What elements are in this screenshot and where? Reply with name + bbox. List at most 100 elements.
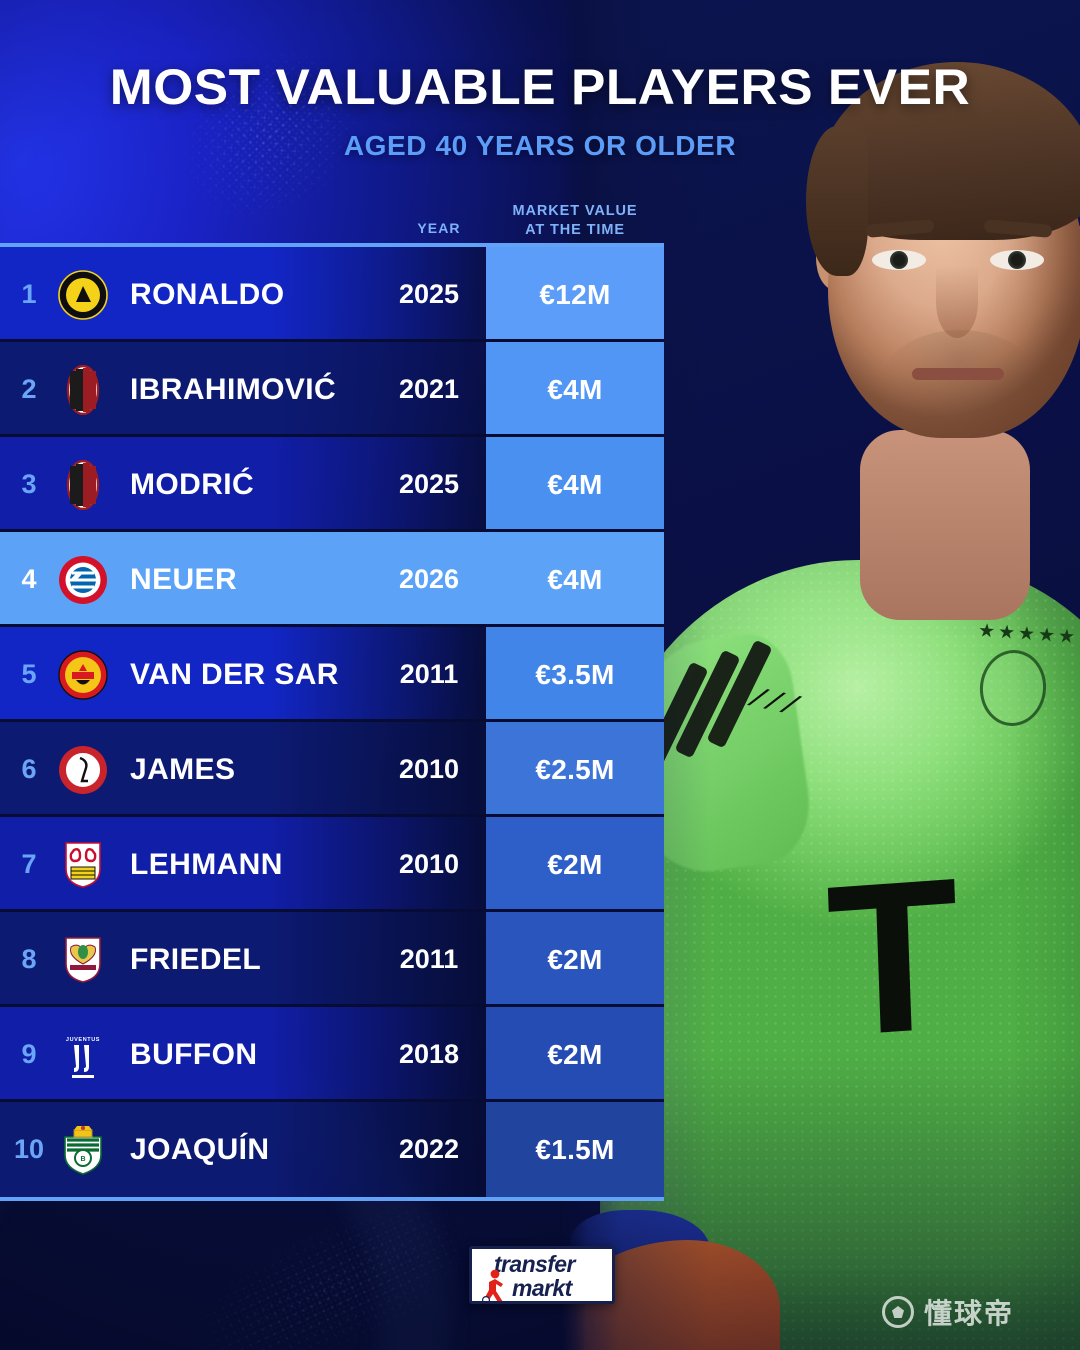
transfermarkt-logo-line1: transfer — [494, 1251, 575, 1277]
player-name: LEHMANN — [130, 847, 283, 881]
player-name: NEUER — [130, 562, 238, 596]
real-betis-crest: B — [58, 1125, 108, 1175]
rank-number: 5 — [21, 659, 37, 689]
player-name: BUFFON — [130, 1037, 258, 1071]
column-header-year: YEAR — [417, 220, 461, 236]
ranking-table: 1 RONALDO 2025 €12M 2 IBRAHIMOVIĆ 2021 €4M 3 MODR… — [0, 243, 664, 1201]
market-value: €3.5M — [535, 658, 615, 690]
bayern-munich-crest — [58, 555, 108, 605]
player-name: IBRAHIMOVIĆ — [130, 372, 337, 406]
vfb-stuttgart-crest — [58, 840, 108, 890]
rank-number: 1 — [21, 279, 37, 309]
row-value-cell: €4M — [486, 532, 664, 627]
aston-villa-crest — [58, 935, 108, 985]
market-value: €1.5M — [535, 1133, 615, 1165]
row-name-cell: 9 JUVENTUS BUFFON 2018 — [0, 1007, 486, 1102]
row-name-cell: 10 B JOAQUÍN 2022 — [0, 1102, 486, 1197]
header: MOST VALUABLE PLAYERS EVER AGED 40 YEARS… — [0, 0, 1080, 162]
row-name-cell: 8 FRIEDEL 2011 — [0, 912, 486, 1007]
table-row[interactable]: 4 NEUER 2026 €4M — [0, 532, 664, 627]
row-divider — [0, 719, 664, 722]
page-title: MOST VALUABLE PLAYERS EVER — [109, 59, 971, 115]
man-united-crest — [58, 649, 108, 700]
row-value-cell: €12M — [486, 247, 664, 342]
rank-number: 7 — [21, 849, 37, 879]
ac-milan-crest — [58, 364, 108, 415]
player-year: 2026 — [398, 564, 460, 594]
table-row[interactable]: 2 IBRAHIMOVIĆ 2021 €4M — [0, 342, 664, 437]
rank-number: 9 — [21, 1039, 37, 1069]
table-row[interactable]: 8 FRIEDEL 2011 €2M — [0, 912, 664, 1007]
watermark: 懂球帝 — [882, 1292, 1014, 1332]
row-name-cell: 5 VAN DER SAR 2011 — [0, 627, 486, 722]
player-year: 2018 — [398, 1039, 460, 1069]
row-divider — [0, 529, 664, 532]
row-divider — [0, 814, 664, 817]
transfermarkt-logo: transfer markt — [469, 1246, 615, 1304]
market-value: €4M — [547, 563, 603, 595]
page-subtitle: AGED 40 YEARS OR OLDER — [343, 130, 737, 161]
row-name-cell: 1 RONALDO 2025 — [0, 247, 486, 342]
row-divider — [0, 1099, 664, 1102]
table-row[interactable]: 10 B JOAQUÍN 2022 €1.5M — [0, 1102, 664, 1197]
rank-number: 2 — [21, 374, 37, 404]
table-row[interactable]: 5 VAN DER SAR 2011 €3.5M — [0, 627, 664, 722]
player-year: 2010 — [398, 849, 460, 879]
table-top-rule — [0, 243, 664, 247]
transfermarkt-logo-line2: markt — [512, 1275, 572, 1301]
row-value-cell: €2M — [486, 1007, 664, 1102]
row-divider — [0, 434, 664, 437]
row-value-cell: €2.5M — [486, 722, 664, 817]
rank-number: 10 — [13, 1134, 45, 1164]
row-value-cell: €1.5M — [486, 1102, 664, 1197]
row-name-cell: 3 MODRIĆ 2025 — [0, 437, 486, 532]
player-name: FRIEDEL — [130, 942, 262, 976]
table-row[interactable]: 9 JUVENTUS BUFFON 2018 €2M — [0, 1007, 664, 1102]
player-name: MODRIĆ — [130, 467, 255, 501]
column-header-market-value: MARKET VALUE AT THE TIME — [486, 202, 664, 240]
player-year: 2011 — [399, 944, 459, 974]
table-row[interactable]: 1 RONALDO 2025 €12M — [0, 247, 664, 342]
player-year: 2021 — [398, 374, 460, 404]
row-value-cell: €2M — [486, 912, 664, 1007]
table-row[interactable]: 6 JAMES 2010 €2.5M — [0, 722, 664, 817]
row-name-cell: 4 NEUER 2026 — [0, 532, 486, 627]
svg-text:B: B — [80, 1156, 85, 1163]
table-row[interactable]: 3 MODRIĆ 2025 €4M — [0, 437, 664, 532]
row-name-cell: 7 LEHMANN 2010 — [0, 817, 486, 912]
player-name: VAN DER SAR — [130, 657, 339, 691]
market-value: €2.5M — [535, 753, 615, 785]
column-header-market-value-line2: AT THE TIME — [525, 222, 625, 238]
row-value-cell: €4M — [486, 342, 664, 437]
table-row[interactable]: 7 LEHMANN 2010 €2M — [0, 817, 664, 912]
table-body: 1 RONALDO 2025 €12M 2 IBRAHIMOVIĆ 2021 €4M 3 MODR… — [0, 247, 664, 1197]
player-name: RONALDO — [130, 277, 285, 311]
rank-number: 4 — [21, 564, 37, 594]
watermark-text: 懂球帝 — [924, 1298, 1015, 1329]
column-header-market-value-line1: MARKET VALUE — [512, 203, 638, 219]
market-value: €2M — [547, 848, 603, 880]
bristol-city-crest — [58, 745, 108, 795]
ac-milan-crest — [58, 459, 108, 510]
rank-number: 8 — [21, 944, 37, 974]
player-year: 2025 — [398, 469, 460, 499]
football-icon — [882, 1296, 914, 1328]
transfermarkt-figure-icon — [482, 1269, 503, 1301]
market-value: €12M — [539, 278, 611, 310]
player-year: 2025 — [398, 279, 460, 309]
row-name-cell: 6 JAMES 2010 — [0, 722, 486, 817]
player-name: JAMES — [130, 752, 236, 786]
player-name: JOAQUÍN — [130, 1132, 270, 1166]
row-divider — [0, 624, 664, 627]
market-value: €4M — [547, 468, 603, 500]
player-year: 2022 — [398, 1134, 460, 1164]
player-year: 2011 — [399, 659, 459, 689]
row-name-cell: 2 IBRAHIMOVIĆ 2021 — [0, 342, 486, 437]
row-divider — [0, 339, 664, 342]
rank-number: 6 — [21, 754, 37, 784]
rank-number: 3 — [21, 469, 37, 499]
svg-text:JUVENTUS: JUVENTUS — [66, 1037, 100, 1043]
row-value-cell: €2M — [486, 817, 664, 912]
market-value: €4M — [547, 373, 603, 405]
juventus-crest: JUVENTUS — [58, 1030, 108, 1080]
